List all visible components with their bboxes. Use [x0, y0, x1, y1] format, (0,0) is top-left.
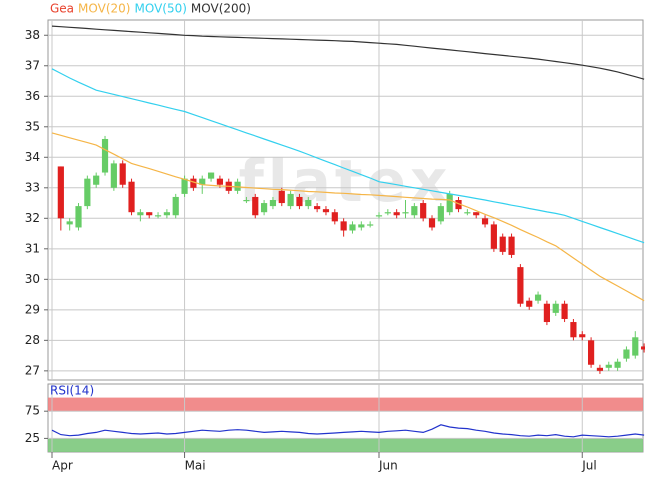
band — [48, 438, 643, 452]
legend-entry: RSI(14) — [50, 384, 94, 398]
legend-entry: MOV(50) — [134, 2, 186, 16]
y-tick-label: 29 — [25, 302, 40, 316]
candle-body — [490, 224, 497, 249]
candle-body — [623, 349, 630, 359]
candle-body — [428, 218, 436, 228]
candle-body — [137, 212, 144, 216]
candle-body — [190, 178, 197, 188]
y-tick-label: 34 — [25, 150, 40, 164]
candle-body — [437, 206, 444, 222]
legend-entry: MOV(200) — [191, 2, 251, 16]
candle-body — [561, 303, 568, 319]
y-tick-label: 75 — [25, 404, 40, 418]
candle-body — [252, 196, 259, 216]
candle-body — [384, 212, 391, 214]
x-tick-label: Jun — [378, 459, 398, 473]
candle-body — [243, 200, 250, 202]
candle-body — [305, 200, 312, 207]
y-tick-label: 31 — [25, 241, 40, 255]
candle-body — [181, 178, 188, 194]
candle-body — [234, 181, 241, 191]
candle-body — [296, 196, 303, 207]
candle-body — [154, 215, 162, 217]
candle-body — [128, 181, 135, 213]
candle-body — [587, 340, 595, 365]
y-tick-label: 32 — [25, 211, 40, 225]
legend-entry: MOV(20) — [78, 2, 130, 16]
candle-body — [216, 178, 224, 185]
candle-body — [66, 221, 73, 225]
candle-body — [526, 300, 533, 307]
candle-body — [517, 267, 524, 304]
candle-body — [146, 212, 153, 216]
candle-body — [261, 203, 268, 213]
candle-body — [641, 346, 645, 350]
candle-body — [75, 206, 82, 228]
y-tick-label: 27 — [25, 363, 40, 377]
candle-body — [119, 163, 126, 185]
candle-body — [464, 212, 471, 214]
candle-body — [605, 364, 612, 368]
candle-body — [322, 209, 330, 213]
band — [48, 397, 643, 412]
candle-body — [269, 200, 277, 207]
candle-body — [331, 212, 338, 222]
x-tick-label: Mai — [185, 459, 206, 473]
candle-body — [207, 172, 215, 179]
candle-body — [508, 236, 515, 255]
candle-body — [402, 212, 409, 214]
y-tick-label: 37 — [25, 58, 40, 72]
candle-body — [411, 206, 418, 216]
y-tick-label: 35 — [25, 119, 40, 133]
candle-body — [570, 322, 577, 338]
candle-body — [420, 203, 427, 219]
candle-body — [632, 337, 639, 356]
moving-average-line — [51, 68, 645, 244]
x-tick-label: Jul — [581, 459, 596, 473]
y-tick-label: 36 — [25, 89, 40, 103]
candle-body — [375, 215, 383, 217]
candle-body — [446, 193, 453, 213]
candle-body — [57, 166, 64, 219]
y-tick-label: 30 — [25, 272, 40, 286]
candle-body — [163, 212, 170, 216]
candle-body — [393, 212, 400, 216]
candle-body — [349, 224, 356, 231]
candle-body — [543, 303, 550, 323]
candle-body — [314, 206, 321, 210]
candle-body — [596, 367, 604, 371]
candle-body — [172, 196, 179, 216]
y-tick-label: 38 — [25, 28, 40, 42]
y-tick-label: 28 — [25, 333, 40, 347]
candle-body — [358, 224, 365, 228]
candle-body — [367, 224, 374, 226]
y-tick-label: 25 — [25, 431, 40, 445]
candle-body — [101, 138, 109, 173]
candle-body — [199, 178, 206, 185]
x-tick-label: Apr — [52, 459, 73, 473]
rsi-line — [51, 424, 645, 438]
moving-average-line — [51, 25, 645, 80]
candle-body — [473, 212, 480, 216]
candle-body — [455, 200, 462, 210]
moving-average-line — [51, 132, 645, 302]
candle-body — [614, 361, 621, 368]
candle-body — [579, 334, 586, 338]
candle-body — [552, 303, 559, 313]
legend-entry: Gea — [50, 2, 74, 16]
candle-body — [93, 175, 100, 185]
y-tick-label: 33 — [25, 180, 40, 194]
candle-body — [84, 178, 91, 207]
candle-body — [481, 218, 489, 225]
candle-body — [499, 236, 506, 252]
candle-body — [110, 163, 117, 188]
candle-body — [287, 193, 294, 207]
candle-body — [534, 294, 542, 301]
candle-body — [278, 190, 285, 204]
candle-body — [340, 221, 347, 231]
